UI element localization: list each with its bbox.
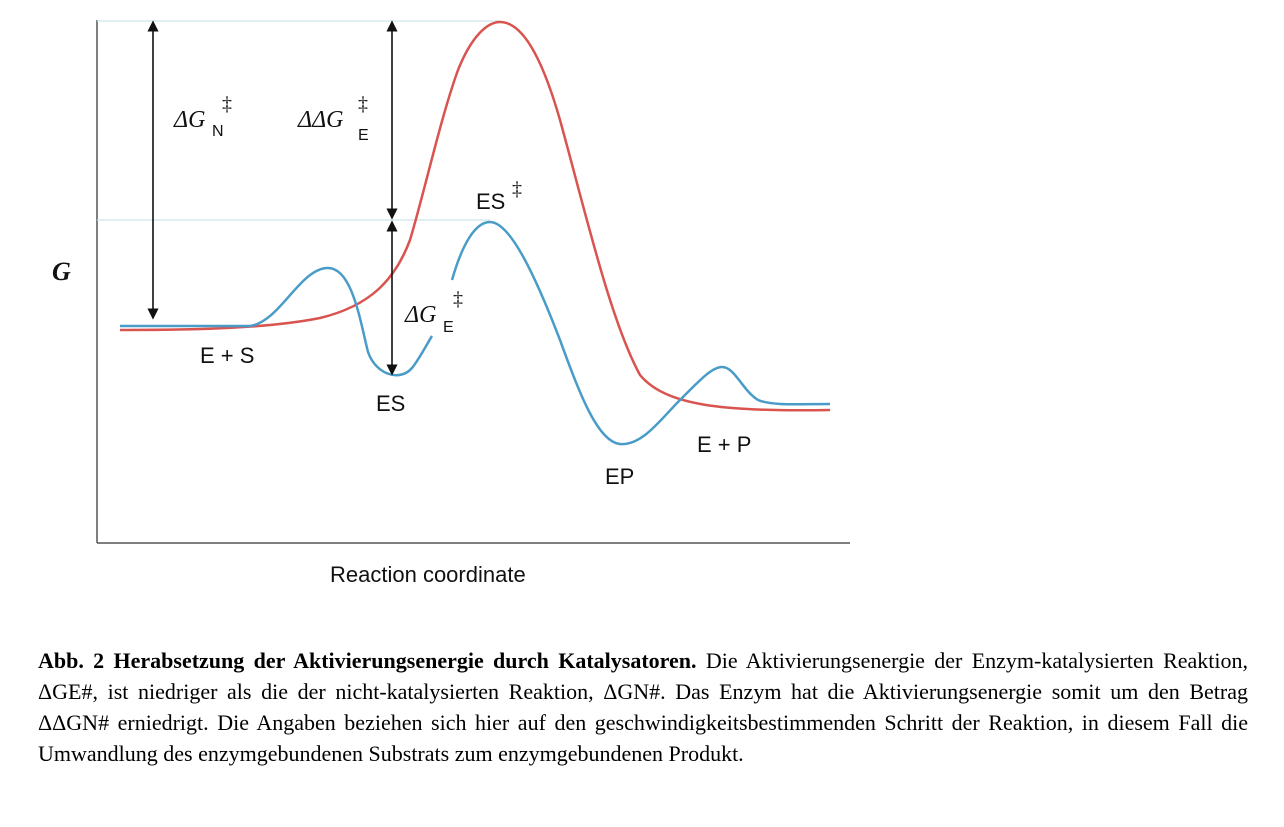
state-label-es: ES — [376, 391, 405, 416]
caption-text: Die Aktivierungsenergie der Enzym-kataly… — [38, 648, 1248, 766]
svg-text:N: N — [212, 123, 224, 140]
delta-g-n-label: ΔG N ‡ — [173, 93, 232, 140]
caption-title: Abb. 2 Herabsetzung der Aktivierungsener… — [38, 648, 697, 673]
svg-text:‡: ‡ — [512, 178, 522, 200]
svg-text:‡: ‡ — [358, 93, 368, 115]
svg-text:ΔG: ΔG — [173, 107, 205, 133]
svg-text:ΔΔG: ΔΔG — [297, 107, 344, 133]
state-label-substrates: E + S — [200, 343, 254, 368]
svg-text:‡: ‡ — [453, 288, 463, 310]
state-label-transition-state: ES ‡ — [476, 178, 522, 214]
svg-text:E: E — [358, 127, 369, 144]
catalyzed-curve-part-1 — [120, 266, 434, 377]
state-label-ep: EP — [605, 464, 634, 489]
energy-diagram: G Reaction coordinate ΔG N ‡ ΔΔG E ‡ ΔG … — [52, 20, 850, 587]
svg-text:E: E — [443, 319, 454, 336]
figure-caption: Abb. 2 Herabsetzung der Aktivierungsener… — [38, 645, 1248, 769]
x-axis-label: Reaction coordinate — [330, 562, 526, 587]
catalyzed-curve-part-2 — [450, 220, 831, 446]
delta-delta-g-e-label: ΔΔG E ‡ — [297, 93, 369, 144]
svg-text:‡: ‡ — [222, 93, 232, 115]
svg-text:ES: ES — [476, 189, 505, 214]
state-label-products: E + P — [697, 432, 751, 457]
delta-g-e-label: ΔG E ‡ — [404, 288, 463, 336]
y-axis-label: G — [52, 257, 71, 286]
svg-text:ΔG: ΔG — [404, 302, 436, 328]
uncatalyzed-curve — [119, 20, 831, 412]
